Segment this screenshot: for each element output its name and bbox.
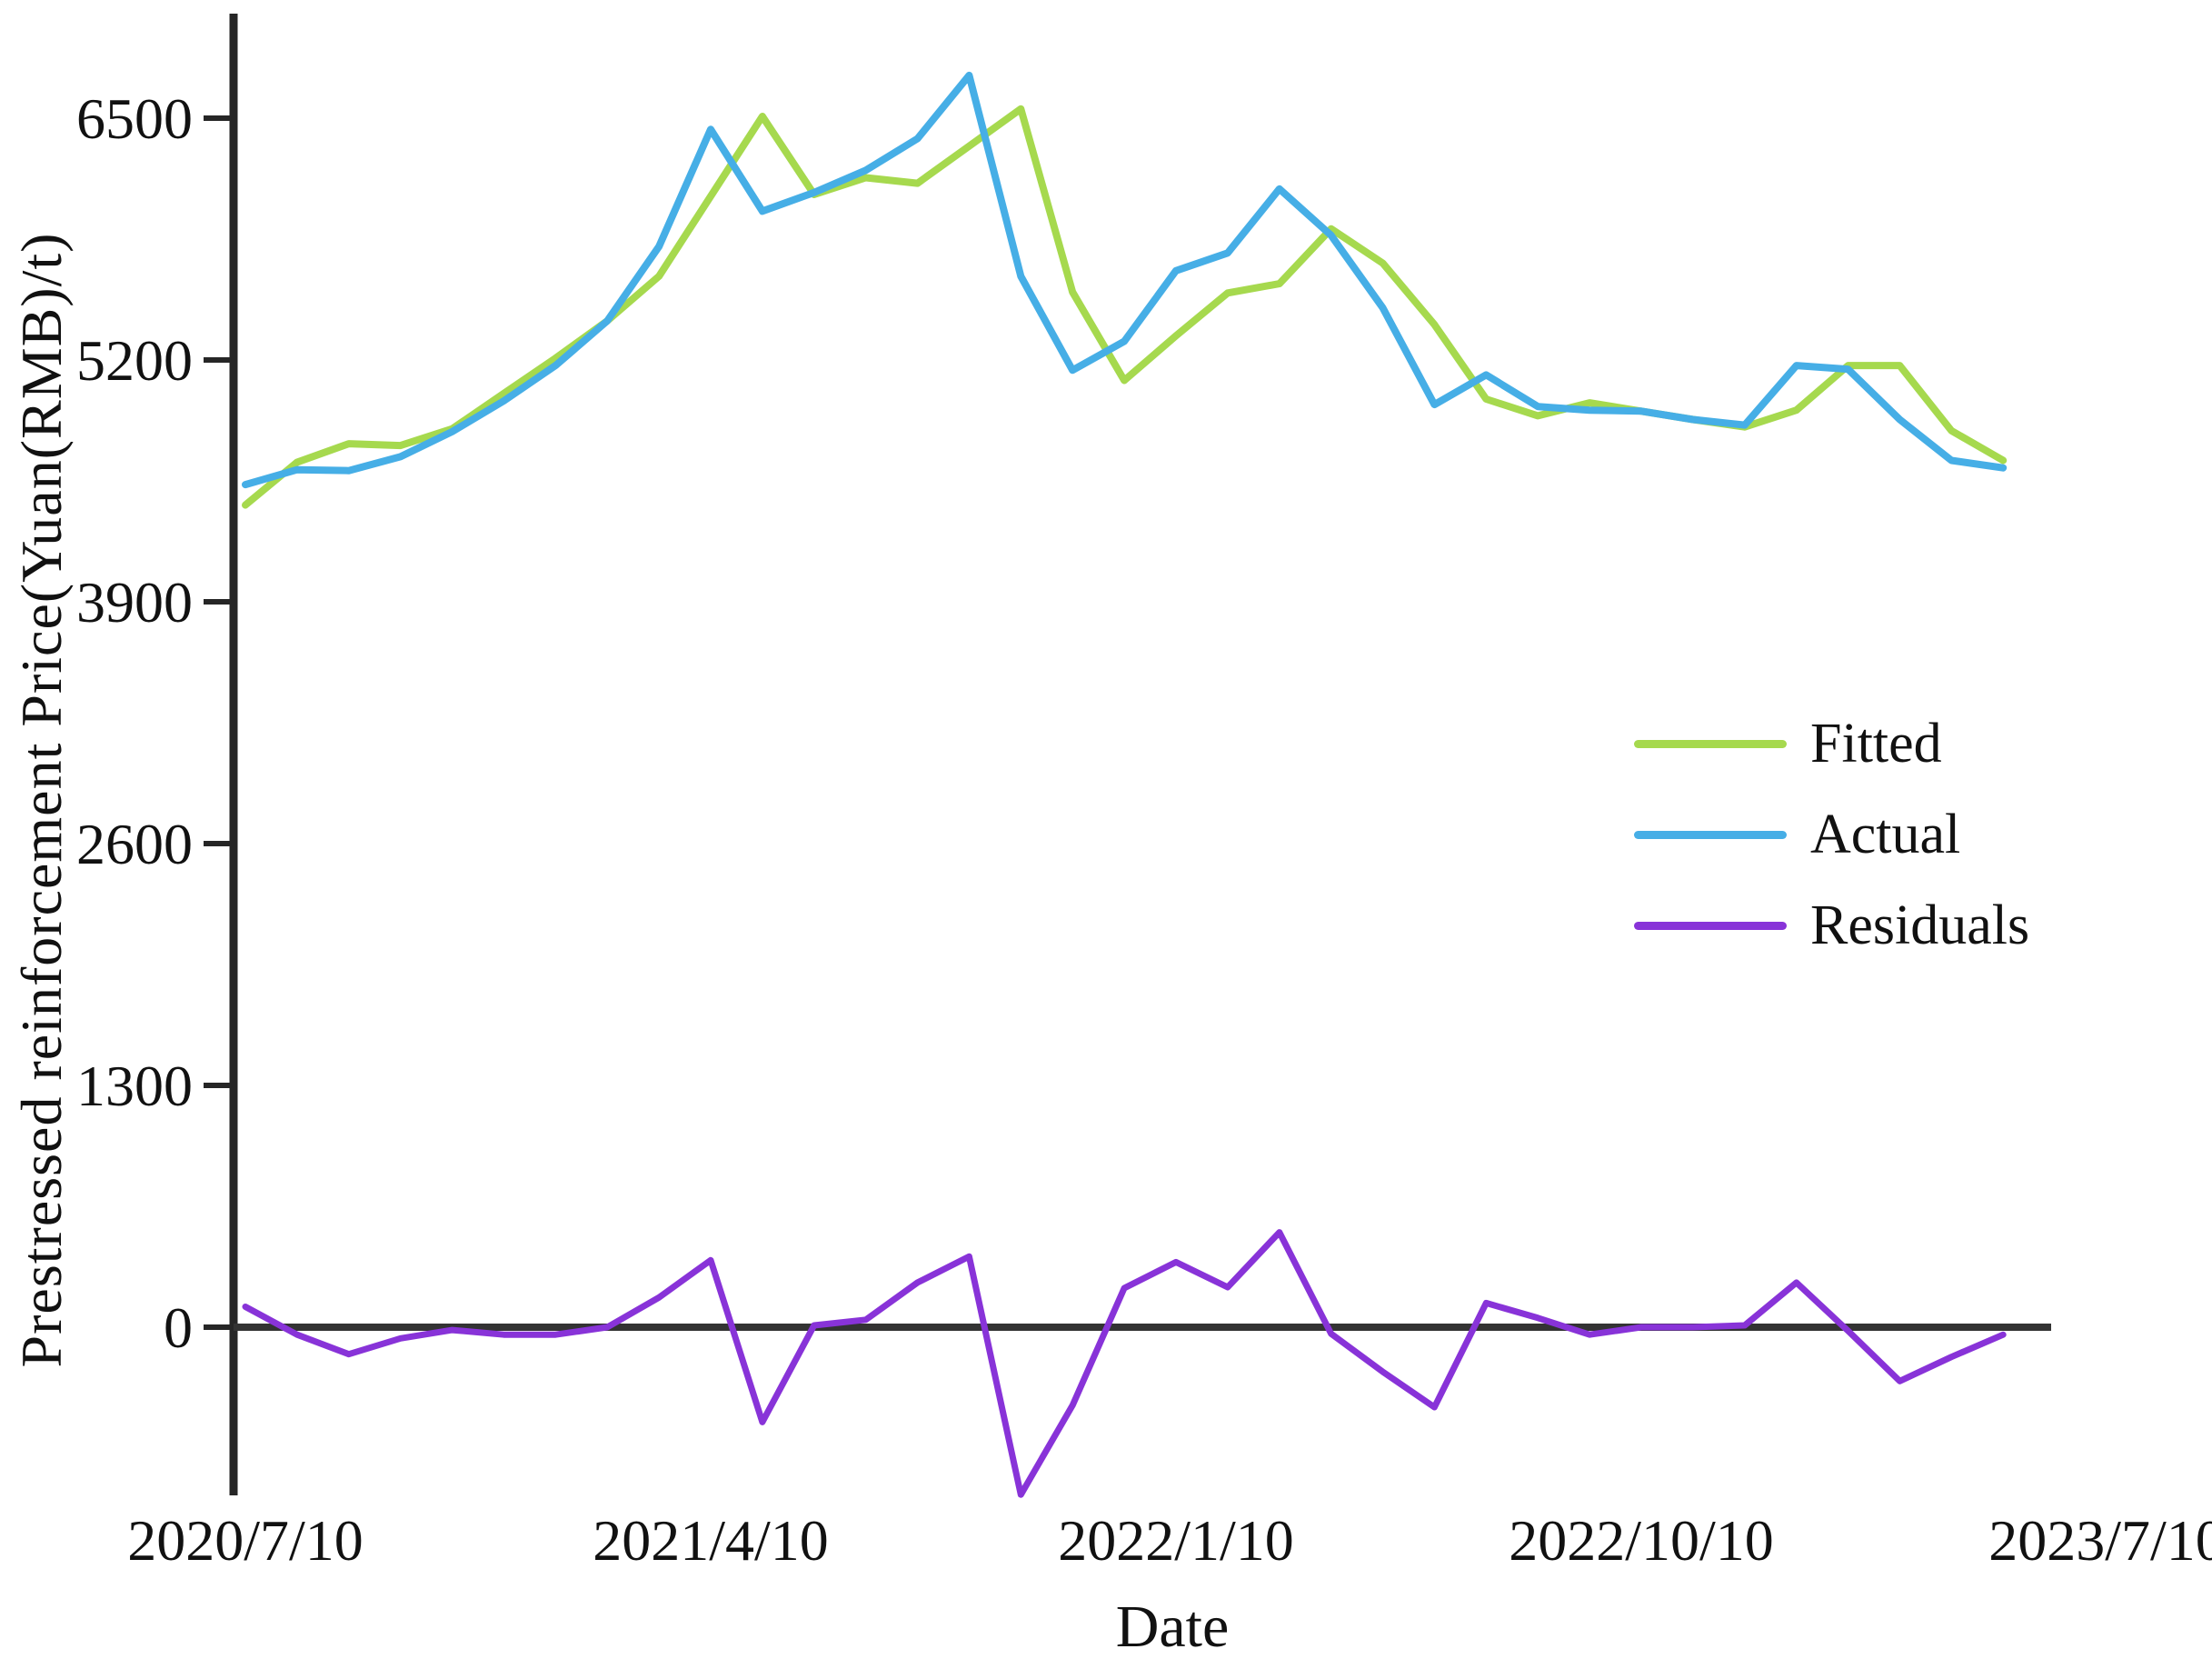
actual-line-swatch <box>1634 830 1787 839</box>
x-tick-label: 2022/1/10 <box>1058 1508 1294 1573</box>
x-tick-label: 2023/7/10 <box>1988 1508 2212 1573</box>
residuals-line-swatch <box>1634 921 1787 930</box>
x-axis-title: Date <box>1115 1594 1230 1660</box>
y-tick-label: 5200 <box>76 328 193 393</box>
legend: Fitted Actual Residuals <box>1634 698 2029 971</box>
y-axis-title: Prestressed reinforcement Price(Yuan(RMB… <box>9 232 74 1368</box>
legend-label-residuals: Residuals <box>1810 894 2030 956</box>
legend-item-actual: Actual <box>1634 789 2029 880</box>
x-tick-label: 2021/4/10 <box>593 1508 829 1573</box>
legend-label-fitted: Fitted <box>1810 713 1942 775</box>
y-tick-label: 1300 <box>76 1054 193 1118</box>
residuals-line <box>242 1229 2007 1498</box>
y-tick-label: 2600 <box>76 812 193 876</box>
fitted-line-swatch <box>1634 739 1787 748</box>
legend-item-fitted: Fitted <box>1634 698 2029 789</box>
actual-line <box>242 71 2008 489</box>
y-tick-label: 6500 <box>76 86 193 151</box>
legend-label-actual: Actual <box>1810 804 1961 865</box>
y-tick-label: 3900 <box>76 570 193 635</box>
x-tick-label: 2020/7/10 <box>127 1508 364 1573</box>
legend-item-residuals: Residuals <box>1634 880 2029 971</box>
fitted-line <box>242 105 2008 509</box>
x-tick-label: 2022/10/10 <box>1509 1508 1774 1573</box>
y-tick-label: 0 <box>164 1295 193 1360</box>
